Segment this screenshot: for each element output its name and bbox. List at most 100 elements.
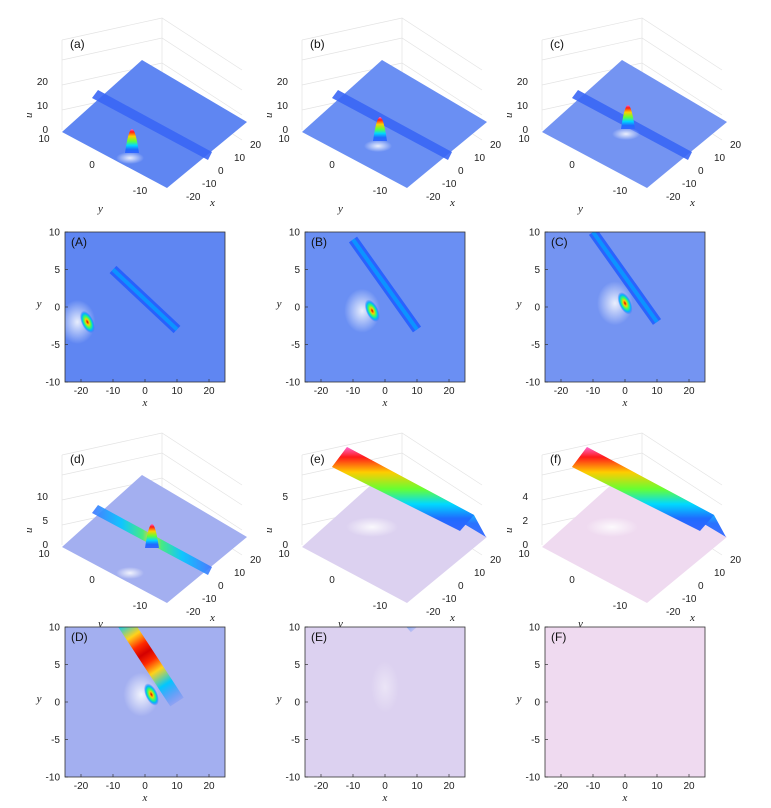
x-tick-label: -20 [666, 192, 681, 203]
z-tick-label: 0 [42, 125, 48, 136]
y-axis-label: y [36, 298, 42, 310]
z-axis-label: u [23, 112, 35, 118]
x-tick-label: 20 [250, 140, 262, 151]
x-axis-label: x [689, 197, 695, 209]
x-tick-label: 10 [171, 386, 183, 397]
y-tick-label: -10 [133, 601, 148, 612]
y-tick-label: 5 [54, 660, 60, 671]
x-axis-label: x [449, 197, 455, 209]
y-tick-label: 10 [278, 549, 290, 560]
x-tick-label: -10 [202, 594, 217, 605]
x-tick-label: -10 [442, 594, 457, 605]
density-panel-1: -20 -10 0 10 20 10 5 0 -5 -10 x y (A) [36, 228, 226, 409]
x-tick-label: -20 [314, 386, 329, 397]
x-tick-label: -10 [586, 386, 601, 397]
x-axis-label: x [689, 612, 695, 624]
surface-floor [542, 475, 727, 603]
x-axis-label: x [622, 792, 628, 804]
x-tick-label: -10 [346, 386, 361, 397]
y-tick-label: -10 [373, 186, 388, 197]
y-tick-label: 5 [534, 660, 540, 671]
x-tick-label: 0 [142, 386, 148, 397]
y-axis-label: y [97, 203, 103, 215]
white-depression [346, 517, 398, 537]
y-tick-label: 5 [534, 265, 540, 276]
x-tick-label: -10 [682, 179, 697, 190]
y-tick-label: -5 [531, 735, 540, 746]
panel-label: (E) [311, 630, 327, 644]
y-tick-label: 10 [278, 134, 290, 145]
lump-soliton [617, 292, 633, 315]
panel-label: (D) [71, 630, 88, 644]
y-tick-label: -10 [526, 378, 541, 389]
y-axis-label: y [577, 618, 583, 630]
x-tick-label: -20 [186, 192, 201, 203]
y-tick-label: 0 [534, 698, 540, 709]
lump-soliton [364, 299, 380, 322]
y-tick-label: 5 [54, 265, 60, 276]
line-soliton-core [591, 232, 659, 324]
y-tick-label: 10 [289, 228, 301, 239]
x-tick-label: 10 [651, 386, 663, 397]
y-tick-label: 10 [529, 228, 541, 239]
z-tick-label: 0 [282, 125, 288, 136]
x-tick-label: 10 [474, 568, 486, 579]
z-tick-label: 5 [282, 492, 288, 503]
line-soliton-ridge [332, 90, 452, 160]
y-tick-label: 0 [329, 575, 335, 586]
y-tick-label: 0 [89, 160, 95, 171]
z-axis-label: u [503, 527, 515, 533]
panel-label: (c) [550, 37, 564, 51]
y-axis-label: y [276, 693, 282, 705]
x-tick-label: -20 [74, 781, 89, 792]
density-panel-2: -20 -10 0 10 20 10 5 0 -5 -10 x y (B) [276, 228, 466, 409]
density-panel-3: -20 -10 0 10 20 10 5 0 -5 -10 x y (C) [516, 228, 706, 409]
line-soliton-ridge [92, 90, 212, 160]
x-tick-label: -10 [346, 781, 361, 792]
x-tick-label: -20 [426, 192, 441, 203]
panel-label: (C) [551, 235, 568, 249]
x-tick-label: 10 [714, 153, 726, 164]
x-tick-label: 0 [142, 781, 148, 792]
x-tick-label: 10 [171, 781, 183, 792]
panel-label: (b) [310, 37, 325, 51]
y-tick-label: 10 [38, 549, 50, 560]
y-tick-label: 0 [54, 303, 60, 314]
x-tick-label: 10 [411, 386, 423, 397]
z-tick-label: 10 [277, 101, 289, 112]
x-tick-label: 20 [683, 781, 695, 792]
z-tick-label: 20 [517, 77, 529, 88]
y-tick-label: 0 [534, 303, 540, 314]
z-axis-label: u [263, 112, 275, 118]
y-tick-label: -10 [613, 601, 628, 612]
y-tick-label: 10 [518, 134, 530, 145]
line-soliton-core [351, 238, 419, 331]
white-depression [371, 661, 399, 713]
density-background [305, 232, 465, 382]
white-depression [116, 152, 144, 164]
z-tick-label: 10 [517, 101, 529, 112]
y-axis-label: y [97, 618, 103, 630]
lump-soliton [143, 683, 159, 706]
line-soliton-face [572, 447, 714, 531]
density-panel-4: -20 -10 0 10 20 10 5 0 -5 -10 x y (D) [36, 623, 226, 804]
x-tick-label: 20 [490, 555, 502, 566]
panel-label: (f) [550, 452, 561, 466]
x-tick-label: -10 [202, 179, 217, 190]
z-tick-label: 0 [42, 540, 48, 551]
lump-depression [65, 300, 96, 344]
z-tick-label: 20 [37, 77, 49, 88]
x-tick-label: 20 [443, 781, 455, 792]
x-tick-label: 0 [622, 386, 628, 397]
y-tick-label: -5 [51, 735, 60, 746]
x-tick-label: -10 [106, 386, 121, 397]
z-axis-label: u [263, 527, 275, 533]
grid-box [541, 17, 723, 141]
panel-label: (d) [70, 452, 85, 466]
density-background [65, 232, 225, 382]
y-tick-label: 10 [38, 134, 50, 145]
y-tick-label: -5 [291, 340, 300, 351]
